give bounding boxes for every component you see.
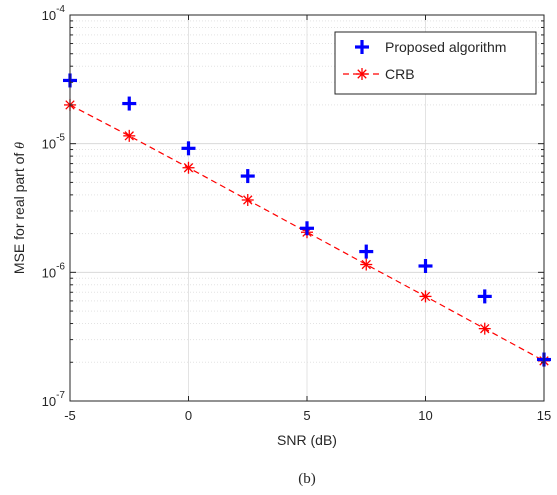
asterisk-stroke <box>243 195 253 205</box>
x-tick-label: 15 <box>537 408 551 423</box>
x-tick-label: -5 <box>64 408 76 423</box>
asterisk-stroke <box>361 259 371 270</box>
crb-data-point <box>241 193 254 206</box>
x-axis-label: SNR (dB) <box>277 432 337 448</box>
asterisk-stroke <box>183 163 194 173</box>
y-tick-label: 10-7 <box>42 390 66 409</box>
asterisk-stroke <box>420 291 431 302</box>
legend-asterisk-marker <box>356 68 368 80</box>
proposed-data-point <box>300 221 314 236</box>
legend-label: Proposed algorithm <box>385 39 506 55</box>
x-tick-label: 10 <box>418 408 432 423</box>
y-axis-label-group: MSE for real part of θ <box>11 142 28 274</box>
asterisk-stroke <box>357 69 367 79</box>
crb-data-point <box>478 322 491 335</box>
crb-data-point <box>123 129 136 142</box>
asterisk-stroke <box>480 323 490 334</box>
x-tick-label: 5 <box>303 408 310 423</box>
legend: Proposed algorithm CRB <box>334 31 537 95</box>
crb-data-point <box>419 290 432 303</box>
proposed-data-point <box>359 244 374 259</box>
axis-ticks: -5 0 5 10 15 10-7 10-6 10-5 10-4 <box>42 4 552 423</box>
legend-entry: Proposed algorithm <box>355 39 506 55</box>
x-tick-label: 0 <box>185 408 192 423</box>
y-tick-label: 10-4 <box>42 4 66 23</box>
crb-data-point <box>360 258 373 271</box>
legend-entry: CRB <box>343 66 415 82</box>
legend-plus-marker <box>355 40 369 54</box>
proposed-data-point <box>181 141 196 156</box>
proposed-data-point <box>477 289 492 304</box>
legend-label: CRB <box>385 66 415 82</box>
proposed-data-point <box>122 96 137 111</box>
data-series <box>63 73 551 367</box>
proposed-data-point <box>240 169 255 184</box>
series-proposed-algorithm <box>63 73 551 367</box>
y-tick-label: 10-5 <box>42 133 66 152</box>
legend-box <box>334 31 537 95</box>
y-axis-label: MSE for real part of θ <box>11 142 28 274</box>
grid <box>69 14 545 402</box>
crb-data-point <box>182 161 195 174</box>
asterisk-stroke <box>124 131 134 141</box>
figure-caption: (b) <box>298 471 316 487</box>
y-tick-label: 10-6 <box>42 261 66 280</box>
proposed-data-point <box>418 259 433 274</box>
